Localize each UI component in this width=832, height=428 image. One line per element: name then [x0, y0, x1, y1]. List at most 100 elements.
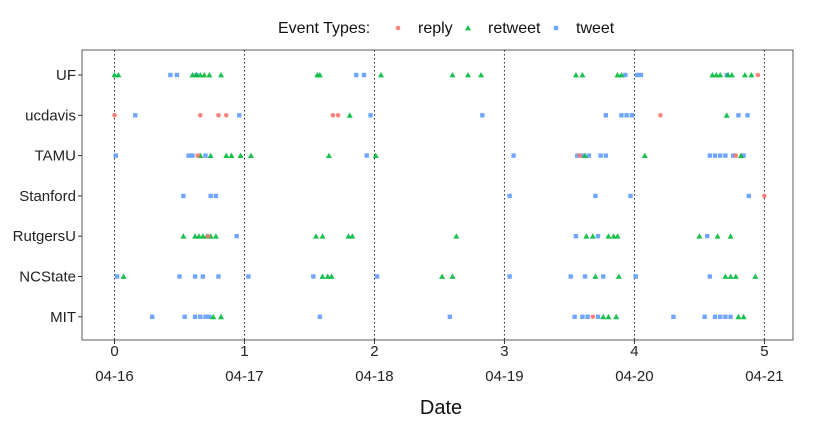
retweet-point: [723, 112, 730, 118]
tweet-point: [745, 113, 750, 118]
y-tick-label: RutgersU: [13, 228, 76, 245]
tweet-point: [741, 153, 746, 158]
retweet-point: [610, 233, 617, 239]
tweet-point: [619, 113, 624, 118]
tweet-point: [623, 72, 628, 78]
tweet-point: [580, 153, 585, 158]
reply-point: [335, 113, 341, 118]
tweet-point: [718, 153, 723, 158]
retweet-point: [223, 152, 230, 158]
tweet-point: [601, 274, 606, 279]
legend-items: reply retweet tweet: [395, 20, 615, 37]
tweet-point: [603, 113, 609, 118]
tweet-point: [213, 193, 219, 199]
legend: Event Types: reply retweet tweet: [278, 20, 615, 37]
tweet-point: [190, 153, 195, 158]
retweet-point: [735, 313, 742, 320]
retweet-point: [583, 233, 590, 239]
retweet-point: [247, 152, 254, 158]
tweet-point: [718, 314, 723, 319]
retweet-point: [618, 72, 625, 78]
y-tick-label: Stanford: [19, 188, 76, 205]
retweet-point: [120, 273, 127, 279]
tweet-point: [311, 274, 316, 279]
y-tick-label: NCState: [19, 269, 76, 286]
tweet-point: [585, 314, 590, 319]
tweet-point: [628, 193, 633, 199]
retweet-point: [727, 233, 734, 239]
reply-point: [755, 72, 761, 78]
reply-point: [733, 153, 739, 158]
retweet-point: [345, 233, 352, 239]
retweet-point: [714, 233, 721, 239]
retweet-point: [228, 152, 235, 158]
retweet-point: [312, 233, 319, 239]
reply-point: [330, 113, 336, 118]
retweet-point: [449, 273, 456, 279]
retweet-point: [207, 152, 214, 158]
x-tick-label: 5: [760, 343, 768, 360]
retweet-point: [111, 72, 118, 78]
reply-point: [195, 153, 200, 158]
legend-label-reply: reply: [418, 20, 453, 37]
tweet-point: [731, 153, 736, 158]
retweet-point: [478, 72, 485, 78]
tweet-point: [702, 314, 707, 319]
retweet-point: [727, 273, 734, 279]
retweet-point: [195, 233, 202, 239]
retweet-point: [605, 233, 612, 239]
tweet-point: [705, 234, 710, 239]
x-tick-label: 3: [500, 343, 508, 360]
retweet-point: [210, 313, 217, 320]
retweet-point: [237, 152, 244, 158]
tweet-point: [671, 314, 676, 319]
retweet-point: [732, 273, 739, 279]
retweet-point: [615, 273, 622, 279]
retweet-point: [572, 72, 579, 78]
x-axis-ticks: 0 04-16 1 04-17 2 04-18 3 04-19 4 04-20 5 04-21: [95, 340, 784, 385]
tweet-point: [575, 153, 580, 158]
x-date-label: 04-20: [615, 368, 653, 385]
legend-key-retweet: [465, 25, 471, 31]
tweet-point: [114, 274, 120, 279]
retweet-point: [728, 72, 735, 78]
retweet-point: [197, 72, 204, 78]
retweet-point: [713, 72, 720, 78]
retweet-point: [325, 152, 332, 158]
tweet-point: [580, 314, 585, 319]
tweet-point: [374, 274, 380, 279]
retweet-point: [115, 72, 122, 78]
tweet-point: [568, 274, 573, 279]
legend-label-tweet: tweet: [576, 20, 615, 37]
legend-key-reply: [395, 25, 401, 31]
retweet-point: [717, 72, 724, 78]
retweet-point: [592, 273, 599, 279]
retweet-point: [696, 233, 703, 239]
tweet-point: [133, 113, 138, 118]
retweet-point: [722, 273, 729, 279]
tweet-point: [634, 72, 640, 78]
x-tick-label: 1: [240, 343, 248, 360]
tweet-point: [746, 193, 752, 199]
tweet-point: [629, 113, 635, 118]
retweet-point: [641, 152, 648, 158]
retweet-point: [319, 273, 326, 279]
tweet-point: [361, 72, 367, 78]
reply-point: [590, 314, 596, 320]
retweet-point: [218, 313, 225, 320]
tweet-point: [595, 234, 601, 239]
retweet-point: [453, 233, 460, 239]
tweet-point: [186, 153, 191, 158]
retweet-point: [614, 233, 621, 239]
tweet-point: [707, 153, 713, 158]
y-tick-label: UF: [56, 67, 76, 84]
tweet-point: [354, 72, 359, 78]
tweet-point: [364, 153, 369, 158]
tweet-point: [237, 113, 242, 118]
tweet-point: [207, 314, 212, 319]
tweet-point: [198, 314, 203, 319]
retweet-point: [613, 313, 620, 320]
x-date-label: 04-21: [745, 368, 783, 385]
tweet-point: [174, 72, 180, 78]
retweet-point: [180, 233, 187, 239]
